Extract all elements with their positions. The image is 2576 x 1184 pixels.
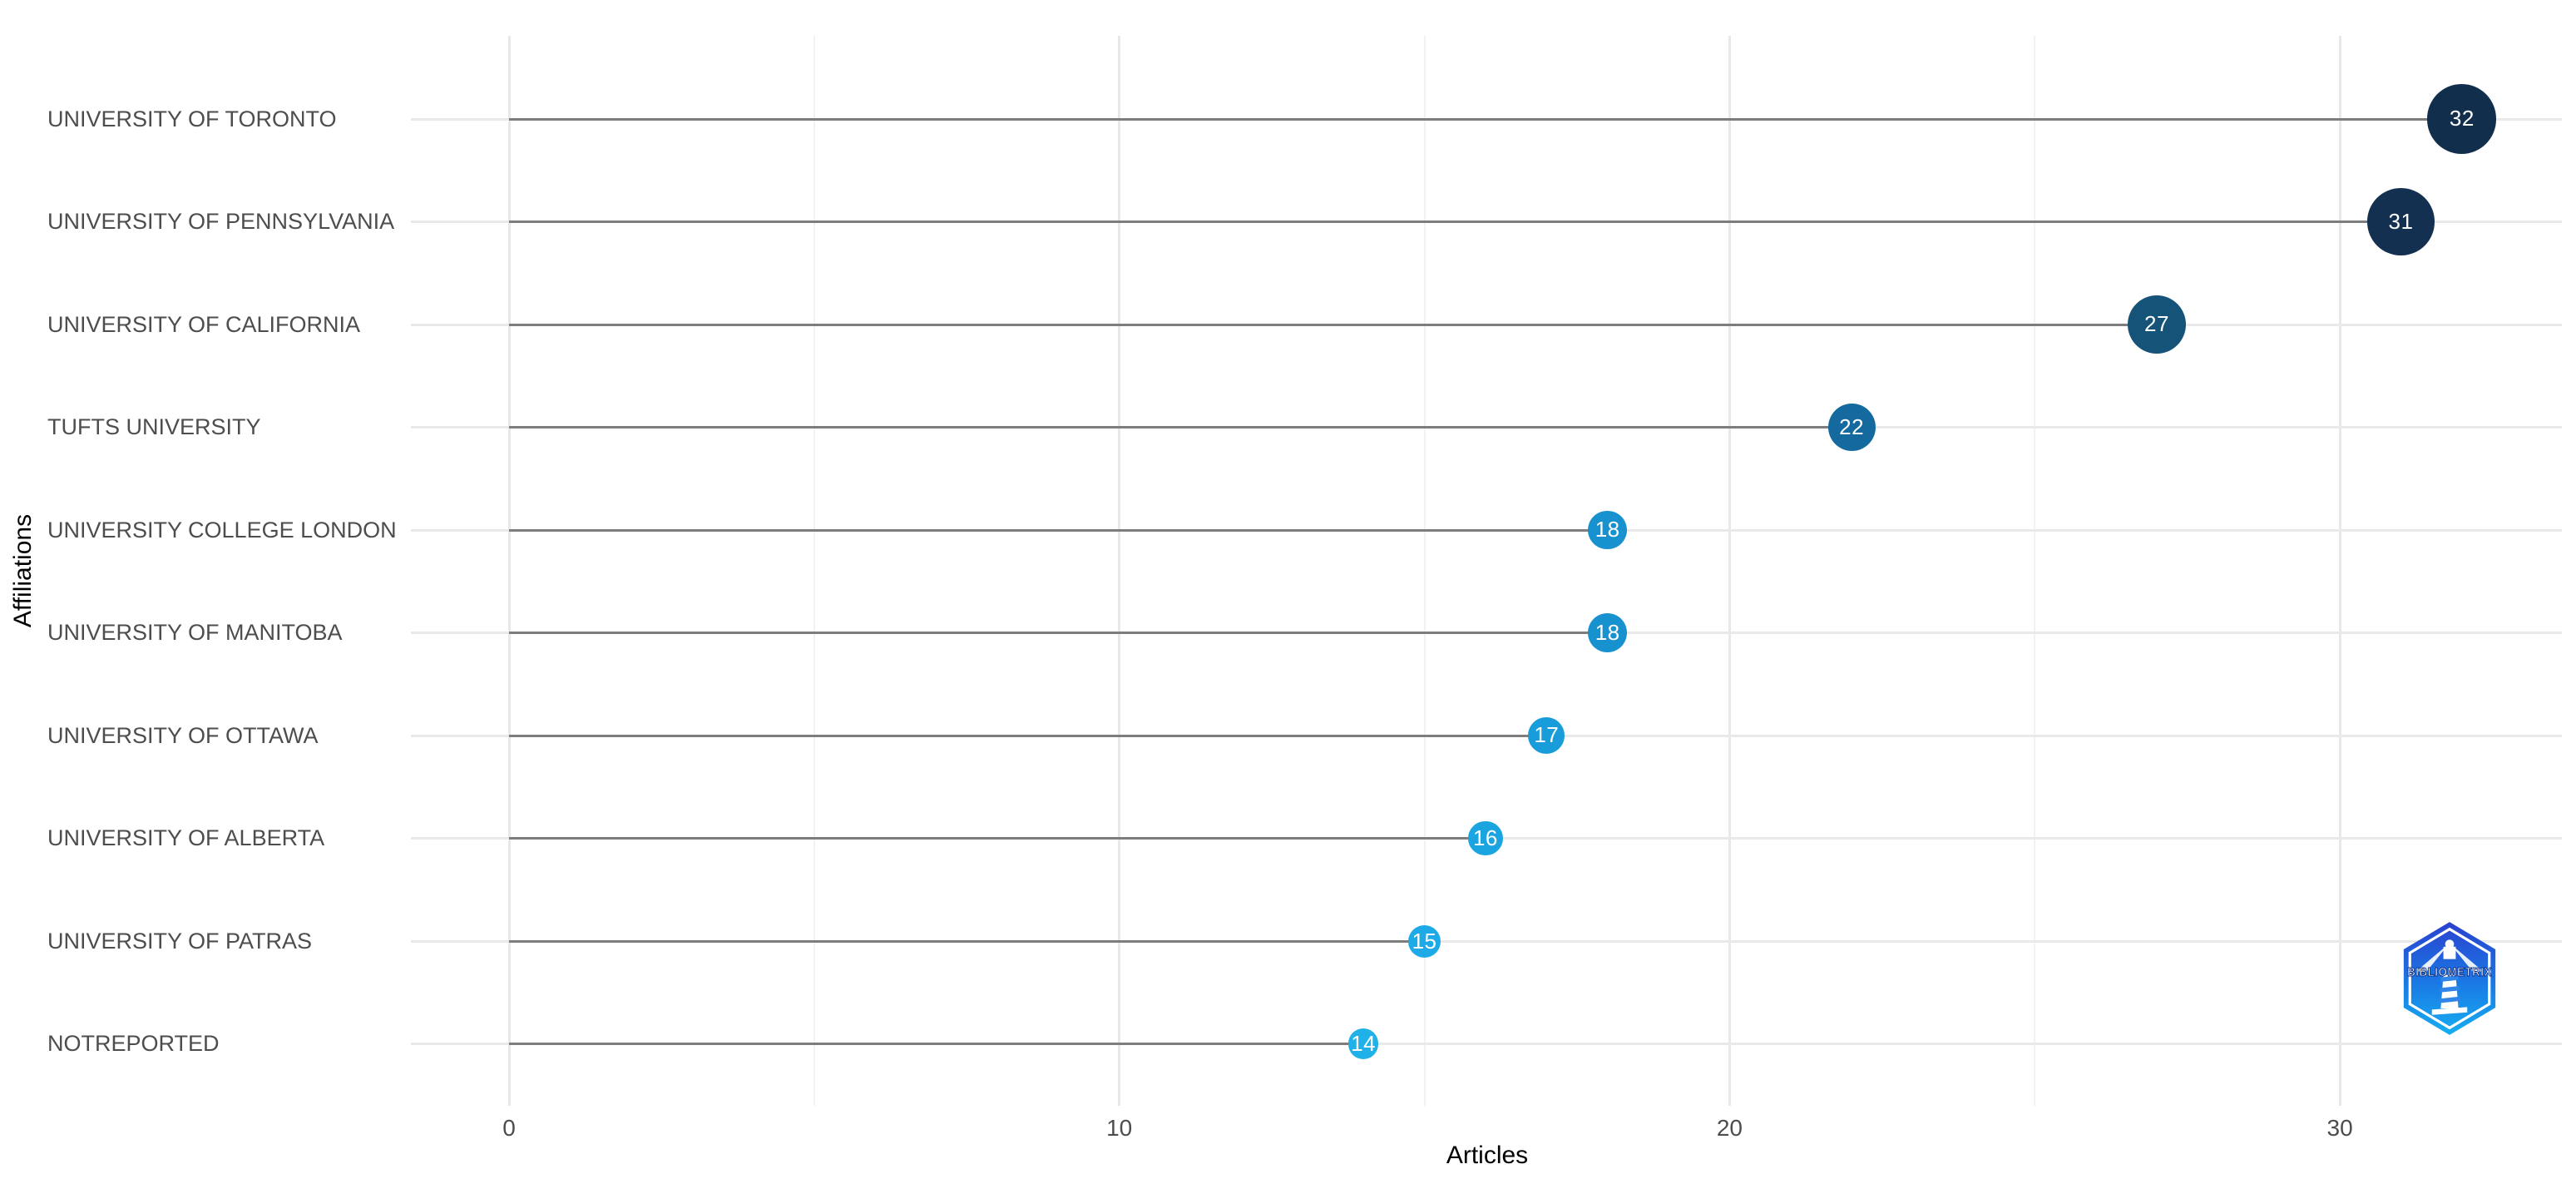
gridline-row — [411, 939, 2562, 943]
gridline-row — [411, 1043, 2562, 1045]
gridline-minor-vertical — [813, 36, 815, 1106]
data-point: 14 — [1347, 1028, 1379, 1059]
lollipop-stem — [509, 426, 1852, 429]
x-tick-label: 10 — [1106, 1115, 1133, 1141]
category-label: TUFTS UNIVERSITY — [47, 414, 261, 439]
lollipop-stem — [509, 220, 2401, 223]
x-tick-label: 0 — [502, 1115, 516, 1141]
gridline-major-vertical — [2338, 36, 2341, 1106]
data-point: 15 — [1408, 924, 1441, 958]
lollipop-stem — [509, 939, 1425, 943]
data-point: 16 — [1468, 820, 1503, 856]
category-label: UNIVERSITY OF OTTAWA — [47, 722, 319, 748]
category-label: UNIVERSITY OF PENNSYLVANIA — [47, 209, 395, 234]
logo-text: BIBLIOMETRIX — [2407, 966, 2492, 979]
logo-lighthouse-icon — [2415, 939, 2484, 1015]
category-label: UNIVERSITY OF CALIFORNIA — [47, 311, 361, 337]
lollipop-stem — [509, 837, 1486, 840]
lollipop-stem — [509, 734, 1547, 737]
data-point: 32 — [2427, 84, 2497, 154]
x-axis-title: Articles — [1446, 1142, 1529, 1169]
gridline-minor-vertical — [1423, 36, 1426, 1106]
gridline-minor-vertical — [2034, 36, 2036, 1106]
gridline-major-vertical — [1118, 36, 1121, 1106]
data-point: 18 — [1588, 613, 1628, 652]
category-label: UNIVERSITY OF PATRAS — [47, 928, 313, 954]
x-tick-label: 20 — [1716, 1115, 1743, 1141]
lollipop-stem — [509, 323, 2157, 326]
gridline-major-vertical — [1728, 36, 1731, 1106]
category-label: UNIVERSITY OF ALBERTA — [47, 825, 325, 850]
gridline-major-vertical — [507, 36, 511, 1106]
category-label: NOTREPORTED — [47, 1031, 220, 1056]
category-label: UNIVERSITY OF MANITOBA — [47, 620, 343, 645]
lollipop-stem — [509, 528, 1608, 532]
category-label: UNIVERSITY OF TORONTO — [47, 106, 337, 131]
bibliometrix-logo: BIBLIOMETRIX — [2403, 922, 2496, 1035]
data-point: 31 — [2367, 188, 2435, 255]
data-point: 22 — [1827, 403, 1876, 452]
data-point: 27 — [2127, 295, 2187, 354]
category-label: UNIVERSITY COLLEGE LONDON — [47, 517, 397, 542]
data-point: 18 — [1588, 510, 1628, 550]
x-tick-label: 30 — [2326, 1115, 2353, 1141]
lollipop-stem — [509, 1043, 1364, 1045]
lollipop-stem — [509, 632, 1608, 634]
data-point: 17 — [1528, 716, 1565, 755]
lollipop-stem — [509, 117, 2462, 121]
y-axis-title: Affiliations — [9, 513, 37, 628]
